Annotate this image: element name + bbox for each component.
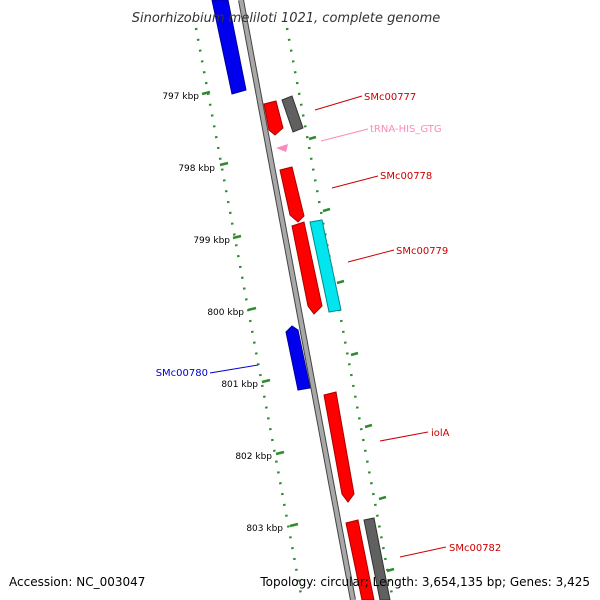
tick-mark bbox=[378, 495, 387, 501]
right-dotted-track bbox=[285, 27, 395, 600]
accession-text: Accession: NC_003047 bbox=[9, 575, 145, 589]
tick-mark bbox=[289, 522, 299, 528]
gene-SMc00780[interactable] bbox=[285, 325, 311, 391]
gene-SMc00779-red[interactable] bbox=[291, 221, 323, 315]
tick-mark bbox=[261, 378, 271, 384]
gene-iolA[interactable] bbox=[323, 391, 355, 503]
gene-SMc00778[interactable] bbox=[279, 166, 305, 223]
tick-mark bbox=[275, 450, 285, 456]
tick-label-800: 800 kbp bbox=[207, 308, 244, 318]
tick-mark bbox=[364, 423, 373, 429]
tick-mark bbox=[386, 567, 395, 573]
tick-label-798: 798 kbp bbox=[178, 164, 215, 174]
tick-mark bbox=[350, 351, 359, 357]
gene-SMc00782-red[interactable] bbox=[345, 519, 375, 600]
tick-mark bbox=[247, 306, 257, 312]
left-dotted-track bbox=[194, 27, 304, 600]
gene-cyan[interactable] bbox=[309, 219, 342, 313]
gene-SMc00777[interactable] bbox=[263, 100, 284, 136]
tick-label-801: 801 kbp bbox=[221, 380, 258, 390]
leader-iolA bbox=[379, 431, 429, 442]
genome-backbone bbox=[239, 0, 355, 600]
leader-SMc00778 bbox=[331, 175, 379, 189]
genome-summary-text: Topology: circular; Length: 3,654,135 bp… bbox=[259, 575, 590, 589]
tick-mark bbox=[232, 234, 242, 240]
label-SMc00780[interactable]: SMc00780 bbox=[156, 368, 208, 379]
gene-blue-top[interactable] bbox=[211, 0, 247, 95]
tick-label-803: 803 kbp bbox=[246, 524, 283, 534]
tick-label-802: 802 kbp bbox=[235, 452, 272, 462]
label-SMc00779[interactable]: SMc00779 bbox=[396, 246, 448, 257]
label-SMc00782[interactable]: SMc00782 bbox=[449, 543, 501, 554]
leader-tRNA bbox=[320, 128, 369, 142]
trna-HIS-GTG[interactable] bbox=[276, 144, 288, 152]
leader-SMc00782 bbox=[399, 546, 447, 558]
label-SMc00777[interactable]: SMc00777 bbox=[364, 92, 416, 103]
tick-mark bbox=[219, 161, 229, 167]
map-title: Sinorhizobium meliloti 1021, complete ge… bbox=[132, 11, 441, 26]
gene-grey-2[interactable] bbox=[363, 517, 391, 600]
label-iolA[interactable]: iolA bbox=[431, 428, 450, 439]
tick-label-797: 797 kbp bbox=[162, 92, 199, 102]
leader-SMc00779 bbox=[347, 249, 395, 263]
tick-mark bbox=[336, 279, 345, 285]
tick-mark bbox=[322, 207, 331, 213]
leader-SMc00777 bbox=[314, 95, 363, 111]
tick-label-799: 799 kbp bbox=[193, 236, 230, 246]
tick-mark bbox=[308, 135, 317, 141]
leader-SMc00780 bbox=[209, 364, 259, 374]
tick-mark bbox=[201, 90, 211, 96]
label-SMc00778[interactable]: SMc00778 bbox=[380, 171, 432, 182]
gene-grey-1[interactable] bbox=[281, 95, 304, 133]
label-tRNA-HIS-GTG[interactable]: tRNA-HIS_GTG bbox=[370, 124, 442, 135]
